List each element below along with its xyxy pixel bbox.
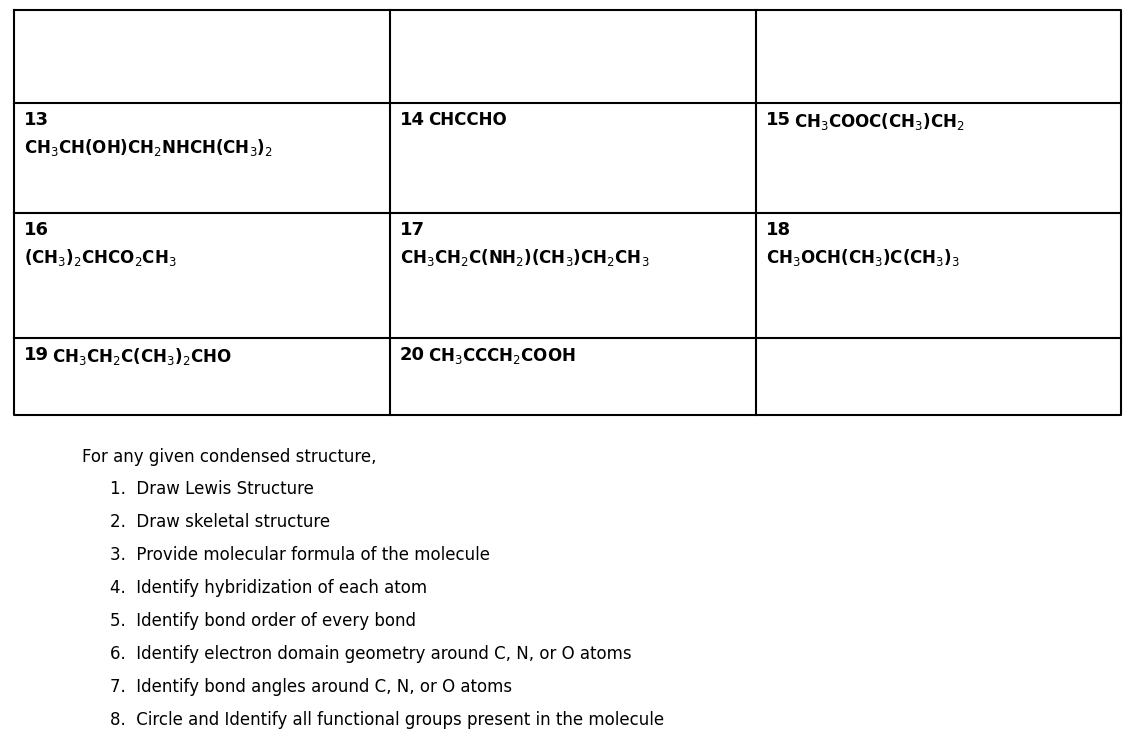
Text: CH$_3$COOC(CH$_3$)CH$_2$: CH$_3$COOC(CH$_3$)CH$_2$: [794, 111, 965, 132]
Text: For any given condensed structure,: For any given condensed structure,: [82, 448, 377, 466]
Text: 1.  Draw Lewis Structure: 1. Draw Lewis Structure: [110, 480, 314, 498]
Text: (CH$_3$)$_2$CHCO$_2$CH$_3$: (CH$_3$)$_2$CHCO$_2$CH$_3$: [24, 247, 177, 268]
Text: CHCCHO: CHCCHO: [428, 111, 506, 129]
Text: 16: 16: [24, 221, 49, 239]
Text: 18: 18: [766, 221, 791, 239]
Text: 14: 14: [400, 111, 424, 129]
Text: 7.  Identify bond angles around C, N, or O atoms: 7. Identify bond angles around C, N, or …: [110, 678, 512, 696]
Text: 19: 19: [24, 346, 49, 364]
Text: 15: 15: [766, 111, 791, 129]
Text: CH$_3$CCCH$_2$COOH: CH$_3$CCCH$_2$COOH: [428, 346, 575, 366]
Text: CH$_3$CH$_2$C(CH$_3$)$_2$CHO: CH$_3$CH$_2$C(CH$_3$)$_2$CHO: [52, 346, 232, 367]
Text: CH$_3$CH$_2$C(NH$_2$)(CH$_3$)CH$_2$CH$_3$: CH$_3$CH$_2$C(NH$_2$)(CH$_3$)CH$_2$CH$_3…: [400, 247, 649, 268]
Text: 3.  Provide molecular formula of the molecule: 3. Provide molecular formula of the mole…: [110, 546, 490, 564]
Text: 17: 17: [400, 221, 424, 239]
Text: CH$_3$CH(OH)CH$_2$NHCH(CH$_3$)$_2$: CH$_3$CH(OH)CH$_2$NHCH(CH$_3$)$_2$: [24, 137, 274, 158]
Text: CH$_3$OCH(CH$_3$)C(CH$_3$)$_3$: CH$_3$OCH(CH$_3$)C(CH$_3$)$_3$: [766, 247, 960, 268]
Text: 5.  Identify bond order of every bond: 5. Identify bond order of every bond: [110, 612, 417, 630]
Text: 8.  Circle and Identify all functional groups present in the molecule: 8. Circle and Identify all functional gr…: [110, 711, 664, 729]
Text: 2.  Draw skeletal structure: 2. Draw skeletal structure: [110, 513, 330, 531]
Text: 6.  Identify electron domain geometry around C, N, or O atoms: 6. Identify electron domain geometry aro…: [110, 645, 631, 663]
Text: 4.  Identify hybridization of each atom: 4. Identify hybridization of each atom: [110, 579, 427, 597]
Text: 13: 13: [24, 111, 49, 129]
Text: 20: 20: [400, 346, 424, 364]
